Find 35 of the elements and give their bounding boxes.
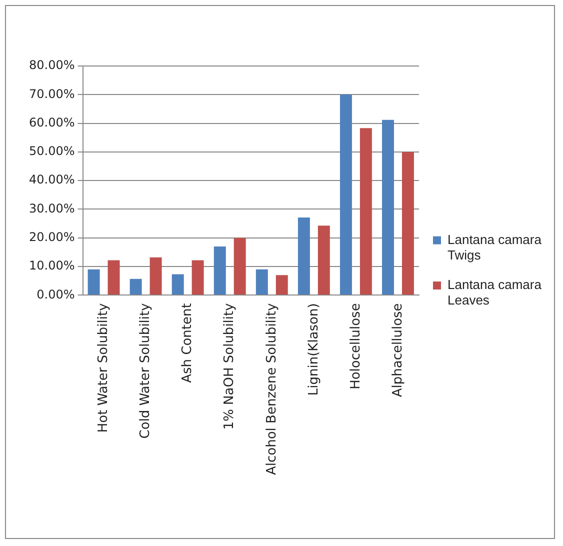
y-tick-label: 30.00% <box>28 201 75 216</box>
bar <box>298 218 310 295</box>
x-tick-label: Lignin(Klason) <box>306 303 322 396</box>
y-tick-label: 70.00% <box>28 86 75 101</box>
bar <box>150 257 162 295</box>
bar <box>256 269 268 295</box>
x-tick-label: Alphacellulose <box>390 303 406 398</box>
y-tick-label: 20.00% <box>28 230 75 244</box>
y-tick-label: 10.00% <box>28 258 75 273</box>
legend-label: Lantana camara Leaves <box>448 277 542 308</box>
bar <box>340 94 352 295</box>
x-tick-label: Holocellulose <box>348 303 364 390</box>
x-tick-label: 1% NaOH Solubility <box>222 302 238 430</box>
bar <box>172 274 184 295</box>
bar <box>360 128 372 295</box>
x-tick-label: Hot Water Solubility <box>96 302 112 433</box>
bar <box>108 260 120 295</box>
bar <box>234 238 246 295</box>
y-tick-label: 40.00% <box>28 172 75 187</box>
x-tick-label: Ash Content <box>180 303 196 383</box>
y-tick-label: 80.00% <box>28 58 75 72</box>
legend-label: Lantana camara Twigs <box>448 232 542 262</box>
bar <box>214 246 226 295</box>
bar <box>382 120 394 295</box>
y-tick-label: 0.00% <box>36 287 75 302</box>
bar <box>276 275 288 295</box>
bar <box>318 226 330 295</box>
y-tick-label: 50.00% <box>28 144 75 158</box>
x-tick-label: Cold Water Solubility <box>138 302 154 439</box>
bar <box>402 152 414 295</box>
bar <box>192 260 204 295</box>
bar <box>130 278 142 295</box>
x-tick-label: Alcohol Benzene Solubility <box>264 302 280 476</box>
bar <box>88 269 100 295</box>
y-tick-label: 60.00% <box>28 115 75 130</box>
